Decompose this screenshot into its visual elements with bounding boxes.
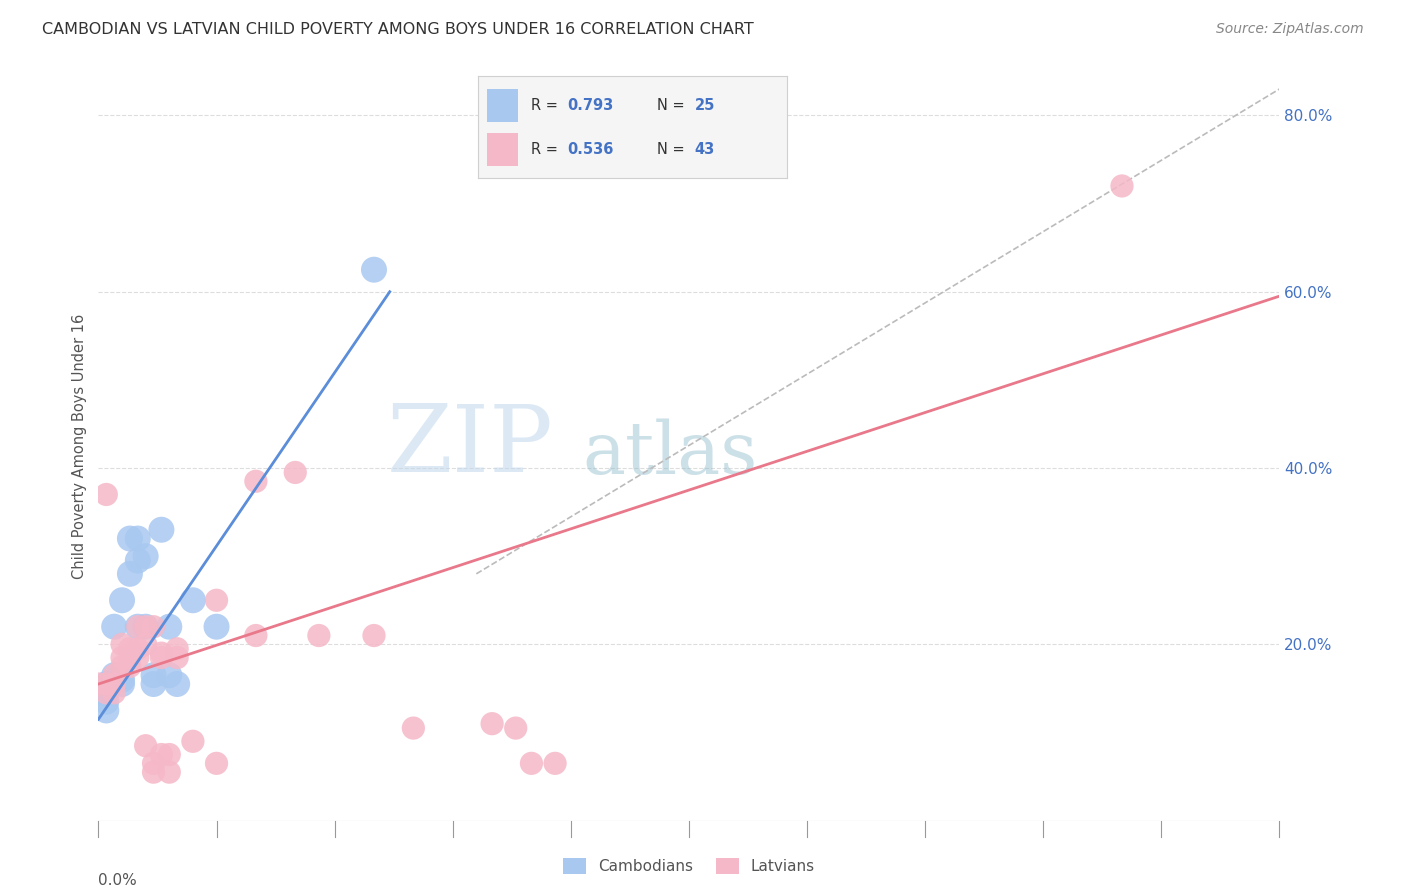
Point xyxy=(363,262,385,277)
Point xyxy=(284,466,307,480)
Point xyxy=(103,620,125,634)
Y-axis label: Child Poverty Among Boys Under 16: Child Poverty Among Boys Under 16 xyxy=(72,313,87,579)
Point xyxy=(103,668,125,682)
Legend: Cambodians, Latvians: Cambodians, Latvians xyxy=(557,852,821,880)
Bar xyxy=(488,133,519,166)
Text: 0.793: 0.793 xyxy=(568,98,614,113)
Point xyxy=(142,620,165,634)
Text: N =: N = xyxy=(658,98,690,113)
Text: 43: 43 xyxy=(695,142,714,157)
Point xyxy=(127,620,149,634)
Point xyxy=(96,677,118,691)
Point xyxy=(142,677,165,691)
Point xyxy=(308,628,330,642)
Point xyxy=(103,686,125,700)
Point xyxy=(481,716,503,731)
Point xyxy=(150,646,173,660)
Point xyxy=(544,756,567,771)
Point xyxy=(150,650,173,665)
Text: R =: R = xyxy=(530,98,562,113)
Point xyxy=(111,673,134,687)
Text: ZIP: ZIP xyxy=(387,401,553,491)
Point xyxy=(127,620,149,634)
Point xyxy=(142,765,165,780)
Text: N =: N = xyxy=(658,142,690,157)
Point xyxy=(87,677,110,691)
Point xyxy=(150,523,173,537)
Point xyxy=(103,668,125,682)
Point xyxy=(96,686,118,700)
Point xyxy=(118,532,141,546)
Point xyxy=(166,650,188,665)
Point xyxy=(205,593,228,607)
Point xyxy=(127,641,149,656)
Point xyxy=(127,650,149,665)
Point xyxy=(363,628,385,642)
Point xyxy=(111,593,134,607)
Point xyxy=(96,487,118,501)
Point xyxy=(205,756,228,771)
Point xyxy=(96,677,118,691)
Point xyxy=(96,695,118,709)
Point xyxy=(118,650,141,665)
Text: R =: R = xyxy=(530,142,562,157)
Point xyxy=(96,686,118,700)
Point xyxy=(118,566,141,581)
Point xyxy=(118,659,141,673)
Point xyxy=(157,668,180,682)
Point xyxy=(111,650,134,665)
Point xyxy=(142,756,165,771)
Point xyxy=(402,721,425,735)
Point xyxy=(103,677,125,691)
Text: 0.536: 0.536 xyxy=(568,142,614,157)
Point xyxy=(135,620,157,634)
Point xyxy=(118,641,141,656)
Point xyxy=(111,659,134,673)
Point xyxy=(127,553,149,567)
Text: 25: 25 xyxy=(695,98,714,113)
Point xyxy=(111,677,134,691)
Point xyxy=(157,747,180,762)
Point xyxy=(135,620,157,634)
Point xyxy=(205,620,228,634)
Point xyxy=(135,739,157,753)
Point xyxy=(245,475,267,489)
Point xyxy=(111,637,134,651)
Point xyxy=(142,668,165,682)
Point xyxy=(96,703,118,717)
Point xyxy=(181,593,204,607)
Point xyxy=(157,765,180,780)
Point xyxy=(166,641,188,656)
Point xyxy=(127,532,149,546)
Text: Source: ZipAtlas.com: Source: ZipAtlas.com xyxy=(1216,22,1364,37)
Point xyxy=(1111,178,1133,193)
Point xyxy=(245,628,267,642)
Text: atlas: atlas xyxy=(582,418,758,489)
Bar xyxy=(488,89,519,122)
Point xyxy=(157,620,180,634)
Point xyxy=(166,677,188,691)
Point xyxy=(150,747,173,762)
Point xyxy=(505,721,527,735)
Text: CAMBODIAN VS LATVIAN CHILD POVERTY AMONG BOYS UNDER 16 CORRELATION CHART: CAMBODIAN VS LATVIAN CHILD POVERTY AMONG… xyxy=(42,22,754,37)
Point xyxy=(135,549,157,564)
Text: 0.0%: 0.0% xyxy=(98,873,138,888)
Point xyxy=(135,637,157,651)
Point xyxy=(520,756,543,771)
Point xyxy=(181,734,204,748)
